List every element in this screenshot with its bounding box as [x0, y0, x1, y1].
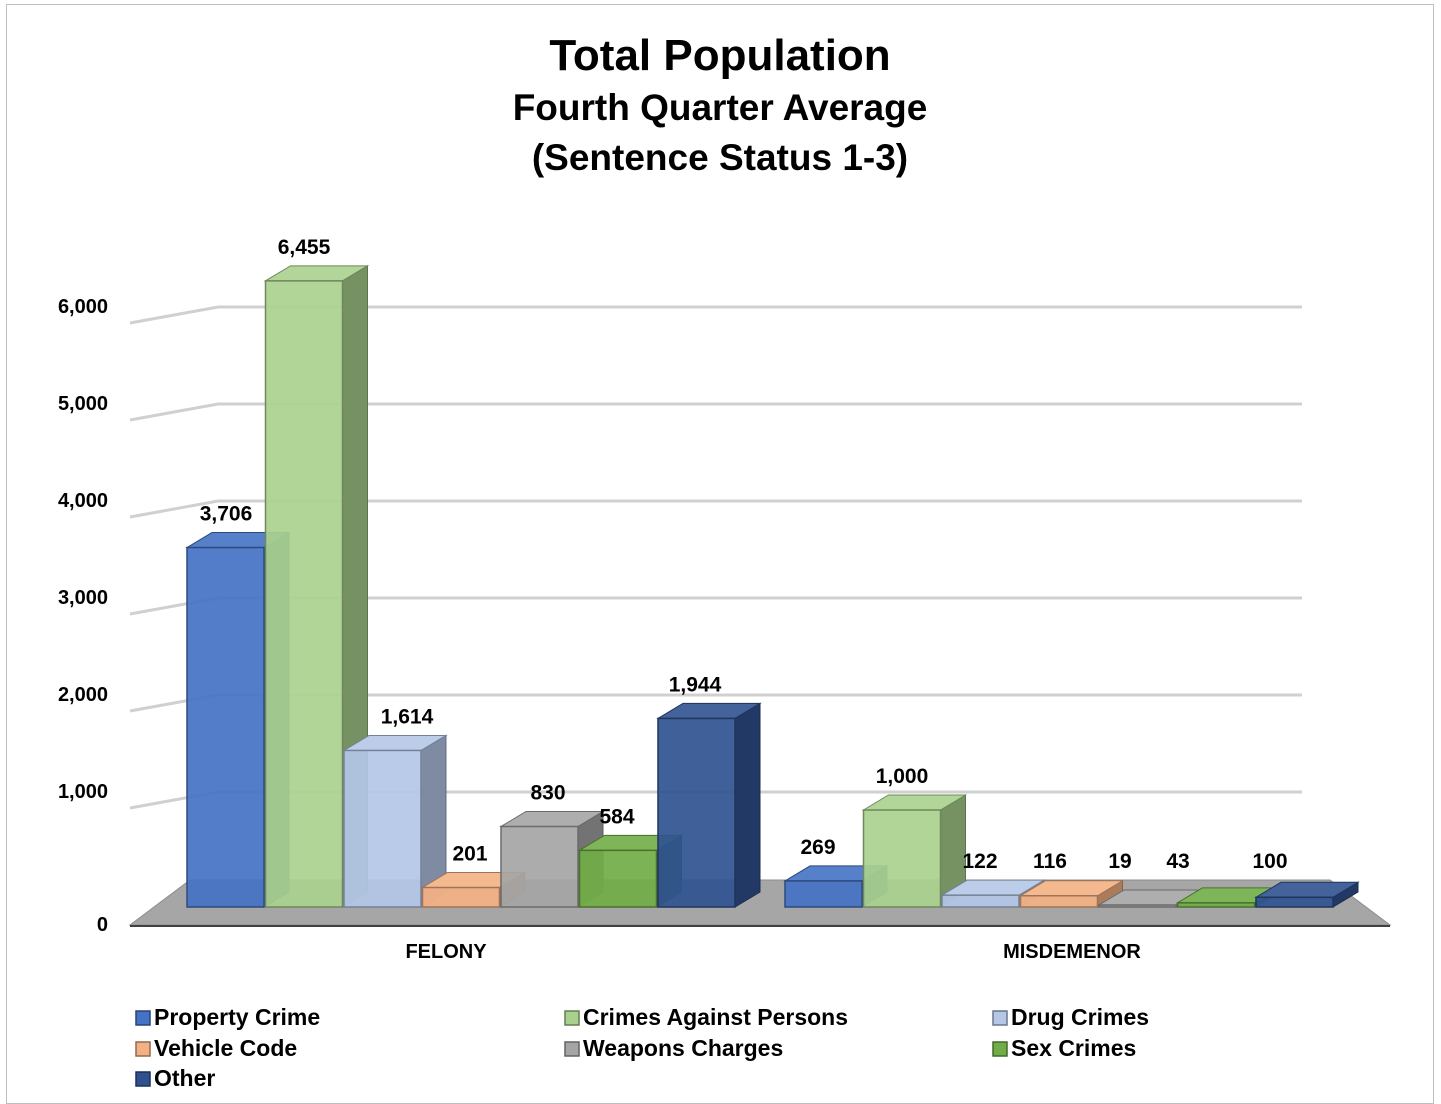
y-tick-label: 0 [97, 914, 108, 936]
bar-front [1176, 902, 1256, 908]
bar-front [1255, 896, 1334, 908]
chart-subtitle-line-1: Fourth Quarter Average [513, 87, 928, 128]
legend-item-crimes-against-persons: Crimes Against Persons [564, 1004, 848, 1030]
axes: 0 1,000 2,000 3,000 4,000 5,000 6,000 FELONY MIS… [58, 296, 1390, 963]
bar-front [186, 546, 265, 908]
data-label: 1,944 [669, 673, 722, 696]
legend-swatch [135, 1010, 151, 1026]
legend-swatch [564, 1010, 580, 1026]
y-tick-label: 3,000 [58, 587, 108, 609]
gridline-5000 [129, 402, 1302, 422]
bar-other-felony [656, 702, 762, 908]
legend-swatch [135, 1071, 151, 1087]
bar-front [264, 280, 344, 908]
y-tick-label: 1,000 [58, 781, 108, 803]
data-label: 6,455 [278, 236, 331, 259]
data-label: 830 [530, 781, 565, 804]
y-tick-label: 6,000 [58, 296, 108, 318]
chart-title: Total Population [549, 31, 890, 80]
legend-item-drug-crimes: Drug Crimes [992, 1004, 1149, 1030]
bar-other-misdemenor [1254, 881, 1360, 908]
legend-item-property-crime: Property Crime [135, 1004, 320, 1030]
legend-item-sex-crimes: Sex Crimes [992, 1035, 1136, 1061]
legend-label: Vehicle Code [154, 1035, 297, 1061]
bar-front [657, 717, 736, 908]
x-category-label: FELONY [405, 941, 487, 963]
legend-label: Drug Crimes [1011, 1004, 1149, 1030]
legend-label: Property Crime [154, 1004, 320, 1030]
legend-swatch [992, 1041, 1008, 1057]
bar-front [1098, 904, 1177, 908]
legend-label: Sex Crimes [1011, 1035, 1136, 1061]
legend-swatch [135, 1041, 151, 1057]
data-label: 100 [1252, 850, 1287, 873]
bar-drug-crimes-felony [342, 734, 448, 908]
legend-swatch [992, 1010, 1008, 1026]
bar-front [343, 749, 422, 908]
y-tick-label: 5,000 [58, 393, 108, 415]
bar-front [1019, 894, 1099, 908]
data-label: 116 [1033, 850, 1067, 873]
legend-item-vehicle-code: Vehicle Code [135, 1035, 297, 1061]
data-label: 269 [800, 836, 835, 859]
chart-title-group: Total Population Fourth Quarter Average … [513, 31, 928, 178]
chart-subtitle-line-2: (Sentence Status 1-3) [532, 137, 908, 178]
bar-crimes-against-persons-felony [263, 264, 370, 908]
bar-front [421, 886, 501, 908]
data-labels: 3,706 269 6,455 1,000 1,614 122 201 116 830 19 584… [200, 236, 1288, 873]
legend: Property Crime Crimes Against Persons Drug… [135, 1004, 1149, 1091]
gridline-4000 [129, 499, 1302, 519]
data-label: 1,000 [876, 765, 929, 788]
legend-label: Weapons Charges [583, 1035, 783, 1061]
data-label: 43 [1166, 850, 1189, 873]
data-label: 122 [962, 850, 997, 873]
legend-item-weapons-charges: Weapons Charges [564, 1035, 783, 1061]
bar-front [578, 849, 658, 908]
bar-front [784, 880, 863, 908]
bar-crimes-against-persons-misdemenor [861, 794, 968, 908]
data-label: 19 [1108, 850, 1131, 873]
bar-vehicle-code-misdemenor [1018, 879, 1125, 908]
bar-front [862, 809, 942, 908]
data-label: 201 [452, 843, 487, 866]
bar-front [941, 894, 1020, 908]
data-label: 1,614 [381, 705, 434, 728]
bar-side [734, 702, 761, 908]
data-label: 3,706 [200, 503, 253, 526]
bar-front [500, 825, 579, 908]
y-tick-label: 4,000 [58, 490, 108, 512]
legend-swatch [564, 1041, 580, 1057]
legend-label: Crimes Against Persons [583, 1004, 848, 1030]
y-tick-label: 2,000 [58, 684, 108, 706]
legend-item-other: Other [135, 1065, 215, 1091]
x-category-label: MISDEMENOR [1003, 941, 1141, 963]
gridline-6000 [129, 305, 1302, 325]
bars [185, 264, 1360, 908]
data-label: 584 [599, 805, 634, 828]
legend-label: Other [154, 1065, 215, 1091]
